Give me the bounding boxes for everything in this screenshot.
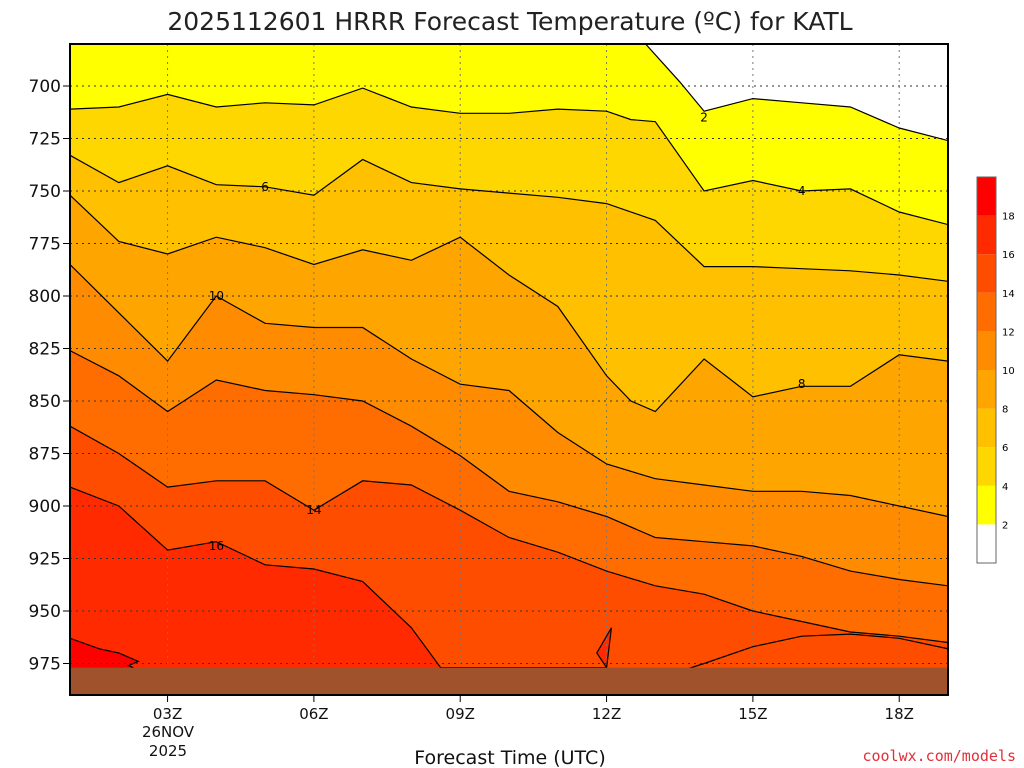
temperature-fills [70,44,948,695]
contour-label-6: 6 [261,180,269,194]
fill-band-16 [70,487,612,695]
y-tick-label-700: 700 [29,77,61,97]
colorbar-label-18: 18 [1002,212,1015,223]
date-label-day: 26NOV [142,723,195,741]
colorbar-label-4: 4 [1002,482,1008,493]
x-tick-label-03Z: 03Z [153,705,182,723]
ground-layer [70,667,948,695]
colorbar-segment-5 [977,331,996,370]
x-tick-label-09Z: 09Z [446,705,475,723]
x-tick-label-18Z: 18Z [885,705,914,723]
contour-label-16: 16 [209,539,224,553]
y-tick-label-925: 925 [29,550,61,570]
colorbar-label-2: 2 [1002,520,1008,531]
contour-label-4: 4 [798,184,806,198]
y-tick-label-725: 725 [29,130,61,150]
colorbar-label-16: 16 [1002,250,1015,261]
y-tick-label-900: 900 [29,497,61,517]
colorbar-label-10: 10 [1002,366,1015,377]
date-label-year: 2025 [149,742,187,760]
colorbar-label-6: 6 [1002,443,1008,454]
y-tick-label-825: 825 [29,340,61,360]
contour-line-2 [645,44,948,142]
contour-labels: 2 4 6 8 10 14 16 [209,111,806,553]
y-tick-label-750: 750 [29,182,61,202]
y-tick-label-850: 850 [29,392,61,412]
x-axis-label: Forecast Time (UTC) [414,747,605,768]
y-axis: 700 725 750 775 800 825 850 875 900 925 950 975 [29,77,70,675]
colorbar-segment-1 [977,485,996,525]
colorbar-segment-9 [977,177,996,216]
contour-line-14 [70,425,948,644]
contour-line-4 [70,87,948,226]
contour-line-warm-pocket [684,633,948,671]
grid-lines [70,44,948,695]
contour-line-18 [70,637,140,669]
contour-line-6 [70,154,948,282]
contour-label-14: 14 [306,503,321,517]
contour-line-10 [70,264,948,518]
colorbar: 2 4 6 8 10 12 14 16 18 [976,176,1015,564]
x-tick-label-15Z: 15Z [738,705,767,723]
colorbar-segment-7 [977,254,996,293]
contour-line-8 [70,194,948,413]
x-tick-label-12Z: 12Z [592,705,621,723]
colorbar-label-8: 8 [1002,405,1008,416]
y-tick-label-800: 800 [29,287,61,307]
contour-line-16 [70,486,612,669]
contour-label-2: 2 [700,111,708,125]
colorbar-segment-3 [977,408,996,448]
plot-frame [69,43,949,696]
x-axis: 03Z 06Z 09Z 12Z 15Z 18Z [153,695,914,723]
y-tick-label-950: 950 [29,602,61,622]
colorbar-label-14: 14 [1002,289,1015,300]
colorbar-segment-2 [977,447,996,486]
colorbar-segment-4 [977,370,996,409]
colorbar-segment-6 [977,292,996,332]
x-tick-label-06Z: 06Z [299,705,328,723]
y-tick-label-875: 875 [29,445,61,465]
contour-line-12 [70,350,948,587]
y-tick-label-975: 975 [29,655,61,675]
contour-label-8: 8 [798,377,806,391]
chart-title: 2025112601 HRRR Forecast Temperature (ºC… [167,7,852,36]
credit-text: coolwx.com/models [862,747,1016,765]
colorbar-label-12: 12 [1002,327,1015,338]
contour-label-10: 10 [209,289,224,303]
contour-lines [70,44,948,671]
colorbar-segment-0 [977,524,996,563]
colorbar-frame [976,176,997,564]
y-tick-label-775: 775 [29,235,61,255]
colorbar-segment-8 [977,215,996,255]
